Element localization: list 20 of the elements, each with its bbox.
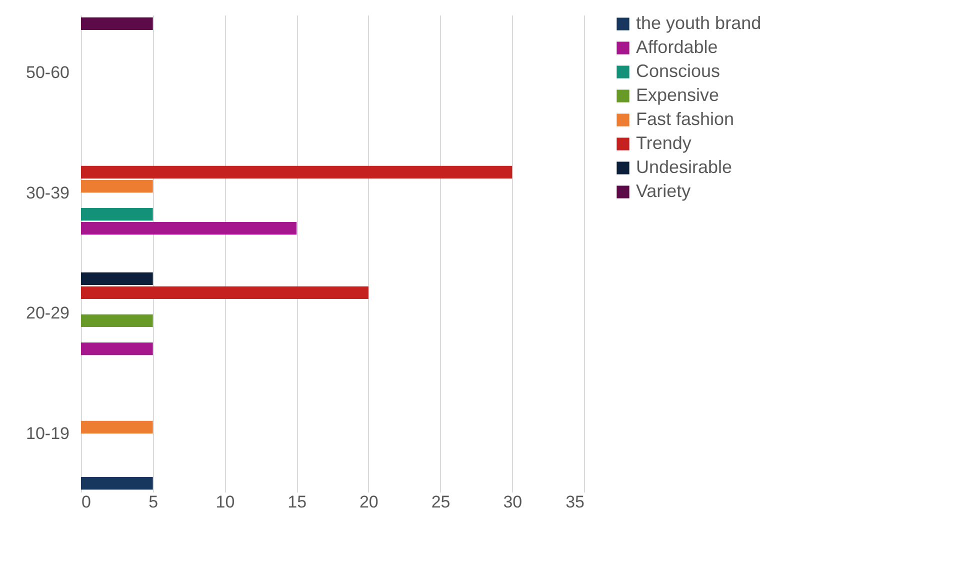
x-tick-label: 35 [566, 492, 584, 512]
legend-label: Expensive [636, 85, 720, 105]
legend-label: Fast fashion [636, 109, 734, 129]
x-tick-label: 10 [216, 492, 235, 512]
x-tick-label: 15 [288, 492, 307, 512]
x-tick-label: 30 [503, 492, 522, 512]
x-tick-label: 5 [148, 492, 158, 512]
y-tick-label: 30-39 [26, 183, 70, 202]
legend-label: the youth brand [636, 13, 762, 33]
y-tick-label: 10-19 [26, 424, 70, 444]
legend-label: Undesirable [636, 157, 732, 177]
legend-label: Variety [636, 181, 691, 201]
x-tick-label: 0 [82, 492, 91, 512]
x-tick-label: 25 [431, 492, 450, 512]
legend-label: Trendy [636, 133, 692, 153]
y-tick-label: 20-29 [26, 304, 70, 323]
y-tick-label: 50-60 [26, 62, 70, 82]
legend-label: Affordable [636, 37, 718, 57]
x-tick-label: 20 [359, 492, 378, 512]
legend-label: Conscious [636, 61, 720, 81]
